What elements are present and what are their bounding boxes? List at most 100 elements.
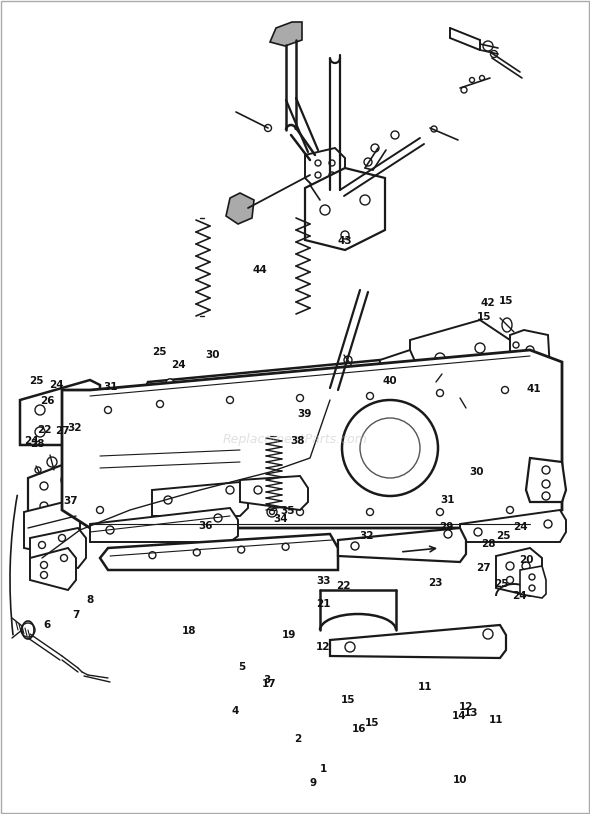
Circle shape xyxy=(65,403,75,413)
Circle shape xyxy=(227,396,234,404)
Text: 15: 15 xyxy=(477,313,491,322)
Circle shape xyxy=(502,387,509,393)
Text: 32: 32 xyxy=(67,423,81,433)
Circle shape xyxy=(431,126,437,132)
Circle shape xyxy=(542,480,550,488)
Text: 30: 30 xyxy=(470,467,484,477)
Text: 32: 32 xyxy=(360,531,374,540)
Text: 12: 12 xyxy=(459,702,473,711)
Circle shape xyxy=(266,383,274,391)
Text: 19: 19 xyxy=(282,630,296,640)
Circle shape xyxy=(341,231,349,239)
Circle shape xyxy=(544,520,552,528)
Circle shape xyxy=(437,509,444,515)
Text: 33: 33 xyxy=(316,576,330,586)
Text: 1: 1 xyxy=(320,764,327,774)
Circle shape xyxy=(373,393,383,403)
Circle shape xyxy=(297,509,303,515)
Circle shape xyxy=(267,507,277,517)
Circle shape xyxy=(353,368,361,376)
Polygon shape xyxy=(460,510,566,542)
Text: 30: 30 xyxy=(205,350,219,360)
Circle shape xyxy=(356,387,364,395)
Circle shape xyxy=(351,542,359,550)
Text: 25: 25 xyxy=(494,580,509,589)
Text: 25: 25 xyxy=(152,348,166,357)
Circle shape xyxy=(506,506,513,514)
Circle shape xyxy=(529,585,535,591)
Polygon shape xyxy=(338,528,466,562)
Circle shape xyxy=(470,77,474,82)
Circle shape xyxy=(526,360,534,368)
Circle shape xyxy=(156,509,163,515)
Polygon shape xyxy=(410,320,510,400)
Circle shape xyxy=(164,496,172,504)
Polygon shape xyxy=(152,482,248,516)
Text: 22: 22 xyxy=(38,425,52,435)
Circle shape xyxy=(40,502,48,510)
Text: 26: 26 xyxy=(40,396,54,406)
Text: 25: 25 xyxy=(497,531,511,540)
Polygon shape xyxy=(30,528,86,568)
Text: 35: 35 xyxy=(281,506,295,516)
Text: 28: 28 xyxy=(481,539,496,549)
Text: 17: 17 xyxy=(262,679,276,689)
Circle shape xyxy=(38,541,45,549)
Text: 2: 2 xyxy=(294,734,301,744)
Circle shape xyxy=(435,387,441,393)
Text: 9: 9 xyxy=(309,778,316,788)
Circle shape xyxy=(490,50,497,58)
Text: 25: 25 xyxy=(30,376,44,386)
Circle shape xyxy=(227,509,234,515)
Text: 29: 29 xyxy=(439,523,453,532)
Text: 37: 37 xyxy=(64,496,78,505)
Circle shape xyxy=(166,379,174,387)
Circle shape xyxy=(345,642,355,652)
Circle shape xyxy=(458,391,466,399)
Circle shape xyxy=(474,528,482,536)
Circle shape xyxy=(480,76,484,81)
Circle shape xyxy=(513,342,519,348)
Circle shape xyxy=(40,482,48,490)
Text: 14: 14 xyxy=(452,711,466,721)
Circle shape xyxy=(506,576,513,584)
Circle shape xyxy=(156,400,163,408)
Circle shape xyxy=(475,343,485,353)
Polygon shape xyxy=(526,458,566,502)
Circle shape xyxy=(483,629,493,639)
Text: 31: 31 xyxy=(104,383,118,392)
Circle shape xyxy=(61,554,67,562)
Circle shape xyxy=(297,395,303,401)
Circle shape xyxy=(529,574,535,580)
Text: 8: 8 xyxy=(86,595,93,605)
Polygon shape xyxy=(510,330,550,378)
Text: 38: 38 xyxy=(290,436,304,446)
Polygon shape xyxy=(28,462,82,518)
Polygon shape xyxy=(240,476,308,510)
Text: 3: 3 xyxy=(263,675,270,685)
Text: 42: 42 xyxy=(480,298,494,308)
Circle shape xyxy=(282,543,289,550)
Text: 15: 15 xyxy=(365,718,379,728)
Text: 24: 24 xyxy=(513,523,527,532)
Circle shape xyxy=(542,492,550,500)
Polygon shape xyxy=(62,350,562,528)
Circle shape xyxy=(315,172,321,178)
Circle shape xyxy=(526,346,534,354)
Circle shape xyxy=(506,562,514,570)
Circle shape xyxy=(62,476,70,484)
Text: 28: 28 xyxy=(31,439,45,449)
Circle shape xyxy=(328,384,340,396)
Circle shape xyxy=(61,473,75,487)
Circle shape xyxy=(47,457,57,467)
Circle shape xyxy=(21,623,35,637)
Circle shape xyxy=(344,356,352,364)
Text: 34: 34 xyxy=(274,514,288,524)
Circle shape xyxy=(41,571,48,579)
Polygon shape xyxy=(270,22,302,46)
Circle shape xyxy=(360,195,370,205)
Circle shape xyxy=(214,514,222,522)
Circle shape xyxy=(271,376,280,384)
Circle shape xyxy=(216,381,224,389)
Circle shape xyxy=(179,385,187,392)
